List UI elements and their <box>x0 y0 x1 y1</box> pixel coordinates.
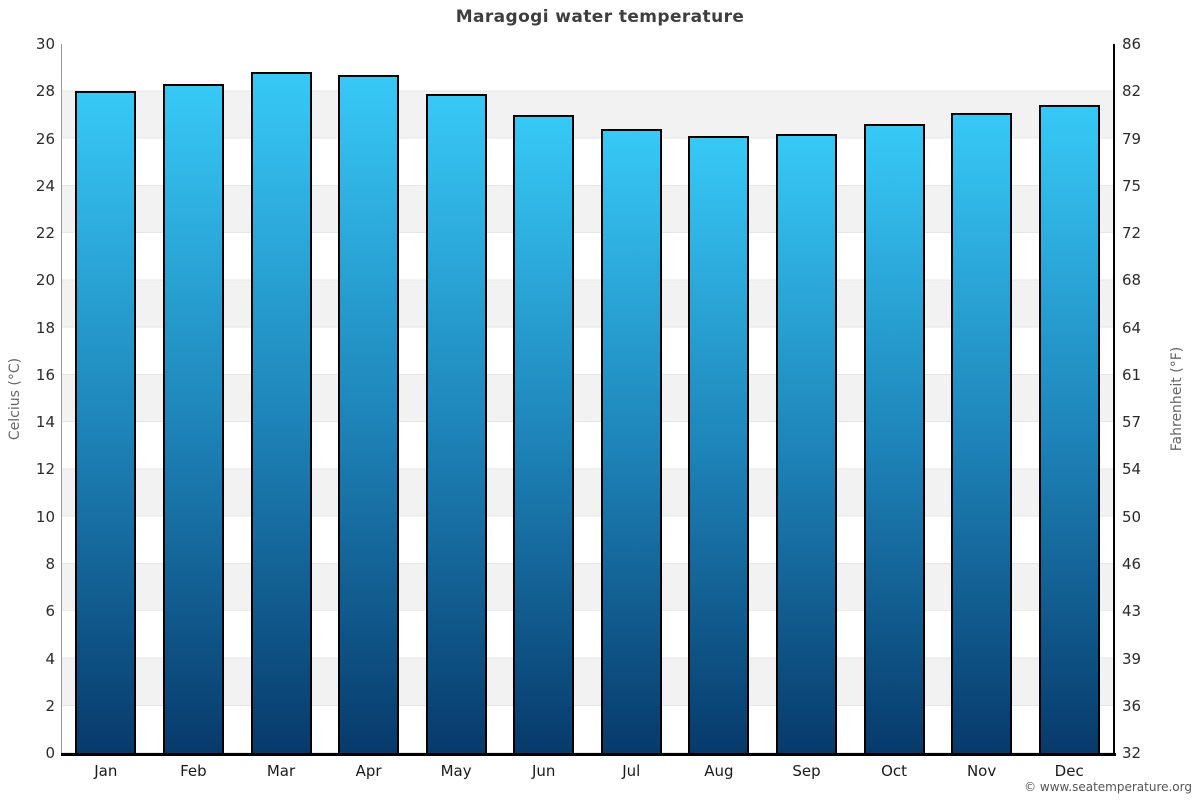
y-tick-right-72: 72 <box>1122 224 1142 243</box>
y-axis-right-title: Fahrenheit (°F) <box>1169 346 1185 452</box>
y-tick-left-2: 2 <box>45 696 55 715</box>
x-axis-label-apr: Apr <box>355 762 382 780</box>
plot-area <box>62 44 1113 753</box>
bar-may <box>425 93 487 753</box>
y-tick-right-79: 79 <box>1122 129 1142 148</box>
y-tick-right-64: 64 <box>1122 318 1142 337</box>
y-tick-right-50: 50 <box>1122 507 1142 526</box>
y-tick-left-6: 6 <box>45 602 55 621</box>
y-axis-left-title: Celcius (°C) <box>7 357 23 441</box>
chart-title: Maragogi water temperature <box>455 7 745 27</box>
x-axis-label-may: May <box>440 762 472 780</box>
y-tick-left-24: 24 <box>35 176 55 195</box>
bar-feb <box>162 84 224 753</box>
x-axis-label-feb: Feb <box>180 762 207 780</box>
y-tick-left-22: 22 <box>35 224 55 243</box>
bar-dec <box>1038 105 1100 753</box>
bar-jun <box>513 114 575 753</box>
x-axis-label-sep: Sep <box>792 762 821 780</box>
y-tick-right-68: 68 <box>1122 271 1142 290</box>
x-axis-label-nov: Nov <box>966 762 997 780</box>
x-axis-label-mar: Mar <box>266 762 296 780</box>
bar-jul <box>600 129 662 753</box>
x-axis-label-jul: Jul <box>622 762 641 780</box>
y-axis-left-spine <box>61 44 62 753</box>
x-axis-label-jan: Jan <box>94 762 118 780</box>
bar-mar <box>250 72 312 753</box>
y-tick-right-86: 86 <box>1122 35 1142 53</box>
y-tick-left-18: 18 <box>35 318 55 337</box>
y-tick-left-20: 20 <box>35 271 55 290</box>
x-axis-label-aug: Aug <box>704 762 734 780</box>
bar-oct <box>863 124 925 753</box>
y-tick-left-12: 12 <box>35 460 55 479</box>
y-tick-left-4: 4 <box>45 649 55 668</box>
y-tick-right-46: 46 <box>1122 554 1142 573</box>
bar-sep <box>776 133 837 753</box>
y-tick-right-39: 39 <box>1122 649 1142 668</box>
y-tick-left-10: 10 <box>35 507 55 526</box>
y-axis-right-spine <box>1113 44 1115 754</box>
x-axis-label-oct: Oct <box>881 762 908 780</box>
y-tick-left-30: 30 <box>35 35 55 53</box>
y-tick-right-36: 36 <box>1122 696 1142 715</box>
y-tick-left-28: 28 <box>35 82 55 101</box>
x-axis-label-jun: Jun <box>531 762 556 780</box>
bar-nov <box>951 112 1013 753</box>
x-axis-label-dec: Dec <box>1054 762 1084 780</box>
y-tick-left-16: 16 <box>35 365 55 384</box>
y-tick-left-0: 0 <box>45 744 55 762</box>
y-tick-left-14: 14 <box>35 413 55 432</box>
y-tick-right-54: 54 <box>1122 460 1142 479</box>
bar-aug <box>688 136 750 753</box>
y-tick-left-8: 8 <box>45 554 55 573</box>
y-tick-left-26: 26 <box>35 129 55 148</box>
y-tick-right-61: 61 <box>1122 365 1142 384</box>
bar-apr <box>338 74 399 753</box>
y-tick-right-82: 82 <box>1122 82 1142 101</box>
y-tick-right-43: 43 <box>1122 602 1142 621</box>
y-tick-right-32: 32 <box>1122 744 1142 762</box>
y-tick-right-57: 57 <box>1122 413 1142 432</box>
y-tick-right-75: 75 <box>1122 176 1142 195</box>
bar-jan <box>75 91 137 753</box>
copyright-text: © www.seatemperature.org <box>1024 780 1192 794</box>
x-axis-line <box>61 753 1116 756</box>
